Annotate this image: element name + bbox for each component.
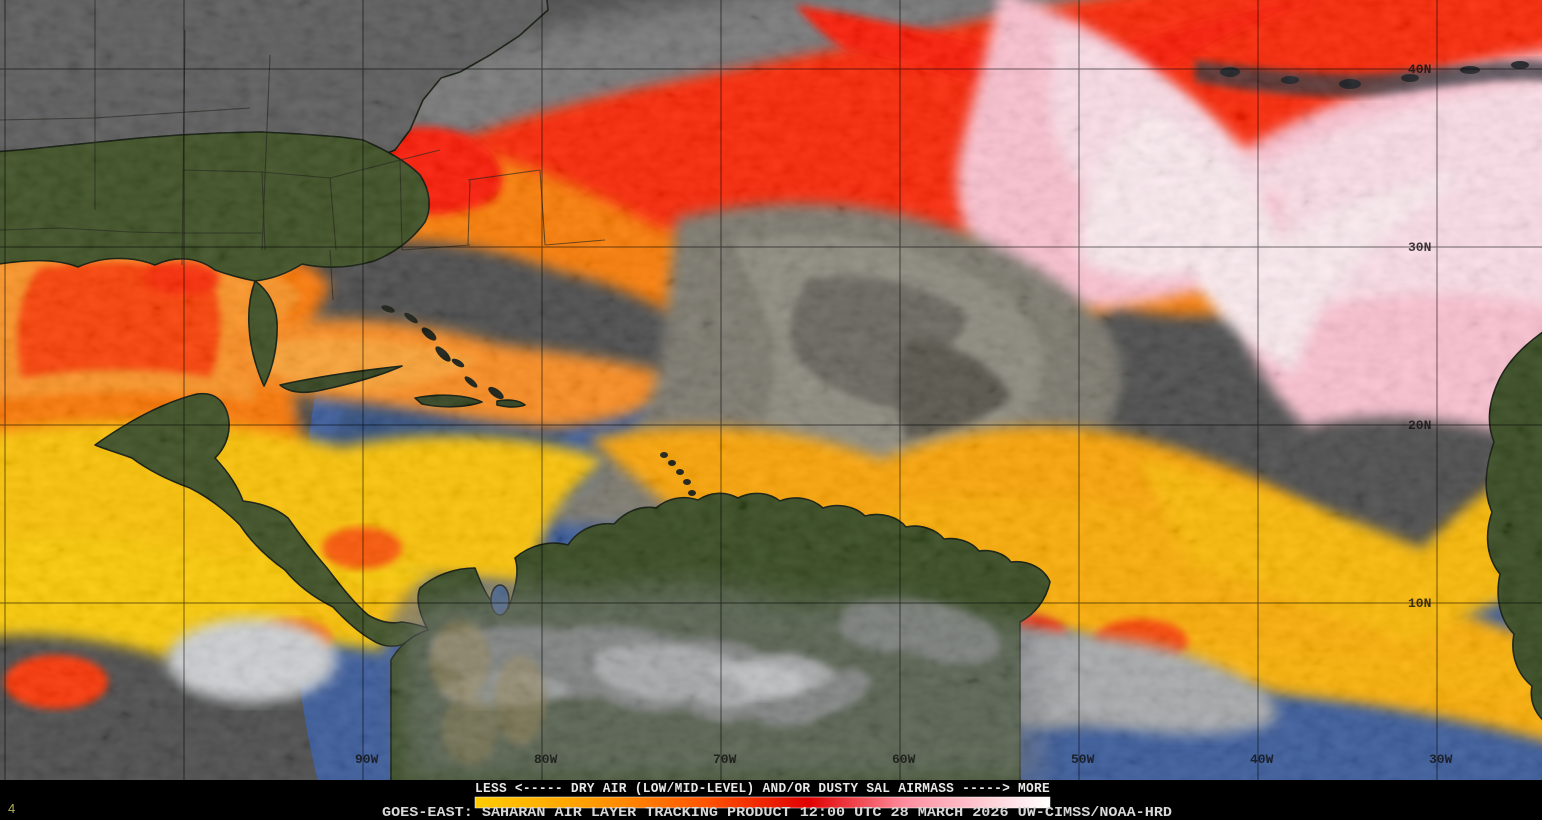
svg-text:10N: 10N — [1408, 596, 1431, 611]
svg-text:40W: 40W — [1250, 752, 1274, 767]
svg-text:70W: 70W — [713, 752, 737, 767]
svg-text:30N: 30N — [1408, 240, 1431, 255]
svg-text:20N: 20N — [1408, 418, 1431, 433]
svg-text:60W: 60W — [892, 752, 916, 767]
svg-text:GOES-EAST: SAHARAN AIR LAYER T: GOES-EAST: SAHARAN AIR LAYER TRACKING PR… — [382, 805, 1172, 820]
svg-text:LESS <----- DRY AIR (LOW/MID-L: LESS <----- DRY AIR (LOW/MID-LEVEL) AND/… — [475, 781, 1050, 797]
svg-text:80W: 80W — [534, 752, 558, 767]
svg-text:50W: 50W — [1071, 752, 1095, 767]
svg-text:30W: 30W — [1429, 752, 1453, 767]
svg-text:40N: 40N — [1408, 62, 1431, 77]
svg-text:90W: 90W — [355, 752, 379, 767]
svg-text:4: 4 — [8, 801, 15, 816]
